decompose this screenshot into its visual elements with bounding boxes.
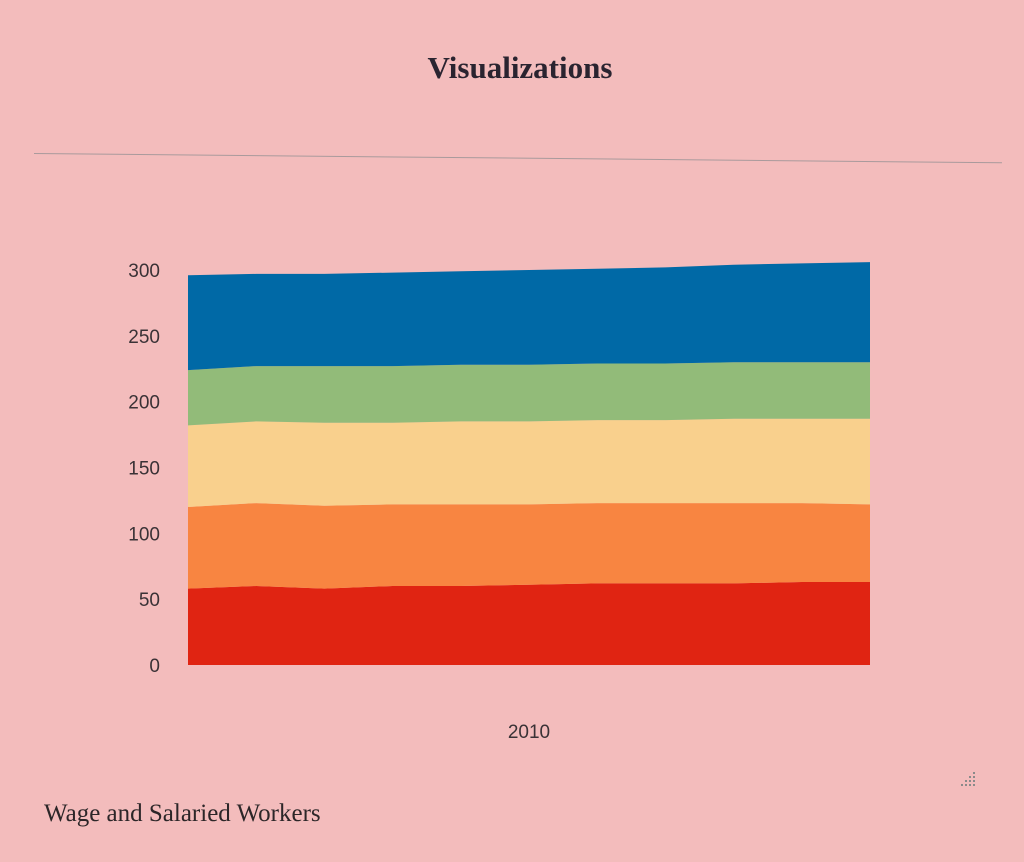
area-series-1 <box>188 582 870 665</box>
y-tick-label: 0 <box>149 656 160 677</box>
x-tick-label: 2010 <box>508 722 550 743</box>
y-tick-label: 250 <box>128 327 160 348</box>
resize-handle-icon[interactable] <box>956 770 978 792</box>
page-title: Visualizations <box>427 50 613 85</box>
area-series-3 <box>188 418 870 507</box>
area-series-2 <box>188 503 870 589</box>
area-series-5 <box>188 262 870 371</box>
chart-caption: Wage and Salaried Workers <box>44 800 321 827</box>
y-tick-label: 300 <box>128 261 160 282</box>
area-series-4 <box>188 362 870 426</box>
y-tick-label: 50 <box>139 590 160 611</box>
y-tick-label: 150 <box>128 459 160 480</box>
y-tick-label: 200 <box>128 393 160 414</box>
y-tick-label: 100 <box>128 524 160 545</box>
